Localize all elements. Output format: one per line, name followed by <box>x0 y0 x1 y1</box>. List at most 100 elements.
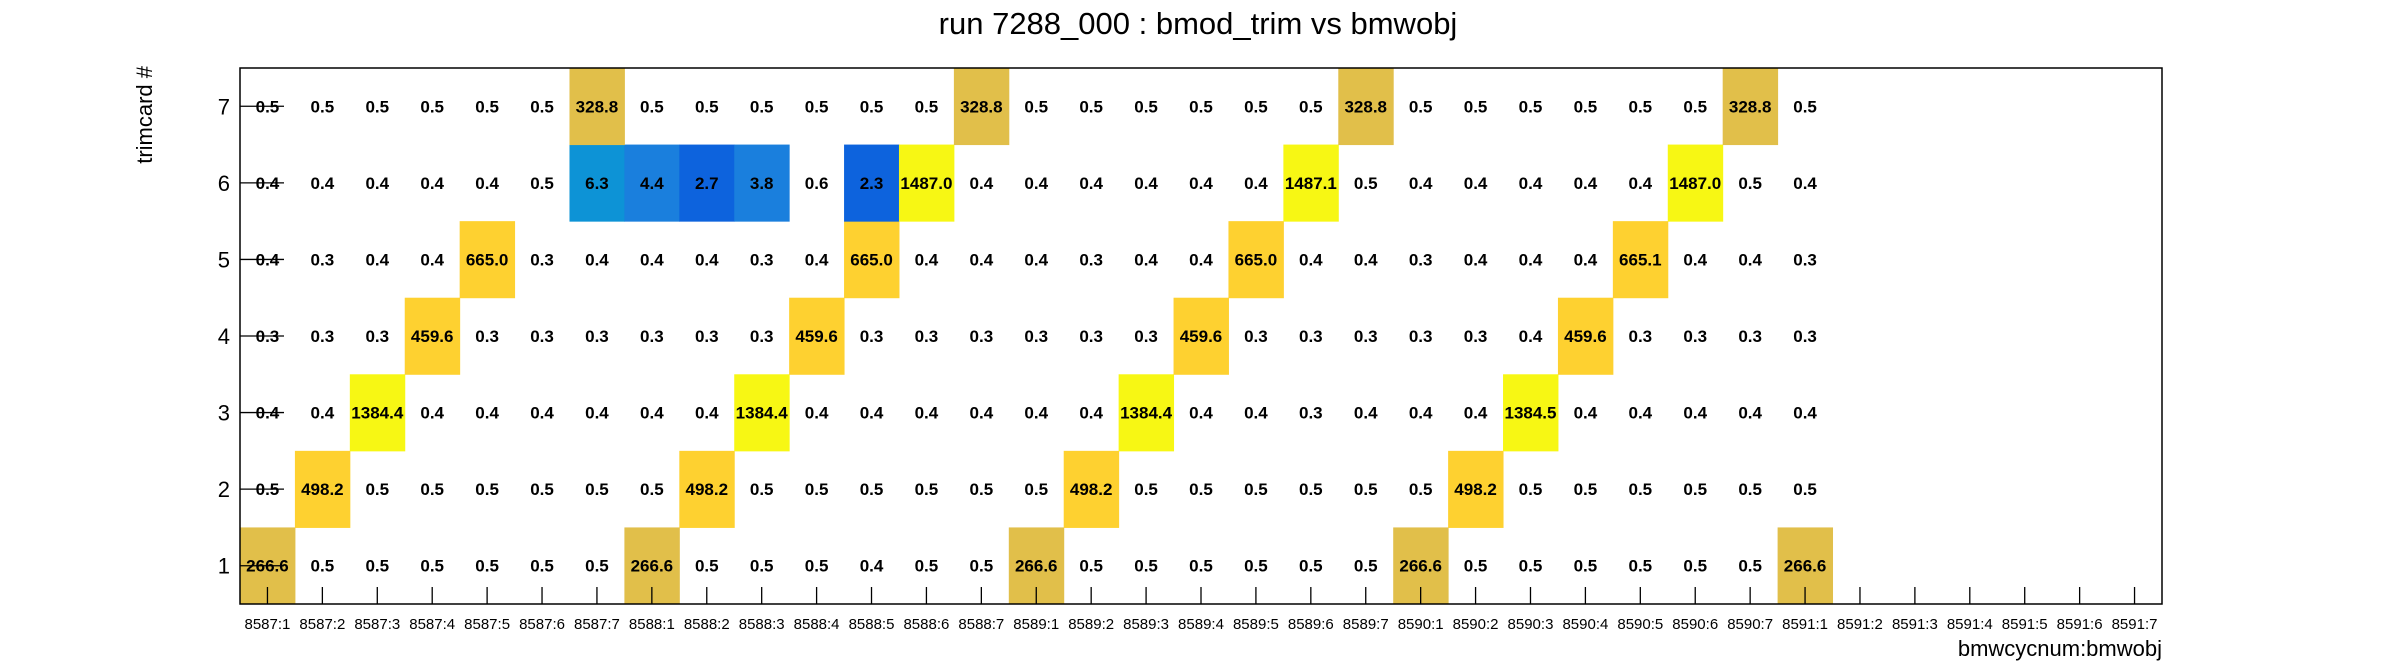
cell-label: 0.3 <box>915 327 939 346</box>
y-tick-label: 5 <box>218 247 230 272</box>
cell-label: 0.5 <box>1793 97 1817 116</box>
x-tick-label: 8587:6 <box>519 616 565 633</box>
heatmap-cell <box>679 450 735 528</box>
cell-label: 0.5 <box>860 480 884 499</box>
cell-label: 0.5 <box>475 480 499 499</box>
cell-label: 0.4 <box>1024 404 1048 423</box>
heatmap-cell <box>1612 221 1669 299</box>
heatmap-cell <box>1118 374 1175 452</box>
cell-label: 0.3 <box>1464 327 1488 346</box>
cell-label: 0.5 <box>1628 480 1652 499</box>
cell-label: 2.7 <box>695 174 719 193</box>
cell-label: 0.5 <box>1683 557 1707 576</box>
cell-label: 328.8 <box>960 97 1003 116</box>
heatmap-cell <box>294 450 351 528</box>
cell-label: 0.4 <box>1519 327 1543 346</box>
cell-label: 1487.0 <box>900 174 952 193</box>
cell-label: 0.4 <box>640 404 664 423</box>
cell-label: 0.3 <box>1244 327 1268 346</box>
cell-label: 0.3 <box>585 327 609 346</box>
x-tick-label: 8587:7 <box>574 616 620 633</box>
cell-label: 0.4 <box>365 174 389 193</box>
heatmap-cell <box>569 68 625 146</box>
cell-label: 3.8 <box>750 174 774 193</box>
cell-label: 498.2 <box>1070 480 1113 499</box>
cell-label: 0.5 <box>1134 557 1158 576</box>
cell-label: 0.5 <box>1354 557 1378 576</box>
cell-label: 0.6 <box>805 174 829 193</box>
cell-label: 0.5 <box>420 480 444 499</box>
cell-label: 0.5 <box>585 557 609 576</box>
x-tick-label: 8588:2 <box>684 616 730 633</box>
cell-label: 0.4 <box>1189 174 1213 193</box>
x-tick-label: 8587:5 <box>464 616 510 633</box>
cell-label: 6.3 <box>585 174 609 193</box>
cell-label: 0.4 <box>1574 174 1598 193</box>
heatmap-cell <box>1503 374 1559 452</box>
cell-label: 0.5 <box>475 97 499 116</box>
cell-label: 0.4 <box>1024 250 1048 269</box>
cell-label: 665.0 <box>850 250 893 269</box>
cell-label: 0.4 <box>1793 404 1817 423</box>
cell-label: 498.2 <box>1454 480 1497 499</box>
cell-label: 266.6 <box>1399 557 1442 576</box>
x-tick-label: 8587:3 <box>354 616 400 633</box>
cell-label: 0.5 <box>1738 480 1762 499</box>
heatmap-cell <box>1283 144 1339 222</box>
cell-label: 0.5 <box>750 557 774 576</box>
cell-label: 665.0 <box>466 250 509 269</box>
cell-label: 0.4 <box>1738 250 1762 269</box>
cell-label: 0.5 <box>1189 557 1213 576</box>
cell-label: 0.5 <box>1079 557 1103 576</box>
cell-label: 0.4 <box>915 404 939 423</box>
x-tick-label: 8590:5 <box>1617 616 1663 633</box>
cell-label: 0.4 <box>311 404 335 423</box>
cell-label: 498.2 <box>685 480 728 499</box>
x-axis-title: bmwcycnum:bmwobj <box>1958 636 2162 661</box>
cell-label: 0.3 <box>1793 327 1817 346</box>
cell-label: 0.4 <box>1464 250 1488 269</box>
cell-label: 0.5 <box>311 557 335 576</box>
heatmap-cell <box>734 374 790 452</box>
cell-label: 0.4 <box>475 174 499 193</box>
heatmap-cell <box>953 68 1010 146</box>
cell-label: 0.4 <box>695 404 719 423</box>
cell-label: 0.3 <box>1628 327 1652 346</box>
y-tick-label: 2 <box>218 477 230 502</box>
cell-label: 0.5 <box>1244 480 1268 499</box>
cell-label: 1384.5 <box>1504 404 1556 423</box>
cell-label: 0.5 <box>1189 97 1213 116</box>
cell-label: 0.4 <box>1134 174 1158 193</box>
cell-label: 0.5 <box>1464 557 1488 576</box>
heatmap-cell <box>898 144 955 222</box>
x-tick-label: 8591:2 <box>1837 616 1883 633</box>
cell-label: 0.3 <box>1079 250 1103 269</box>
cell-label: 0.4 <box>311 174 335 193</box>
cell-label: 0.3 <box>750 327 774 346</box>
cell-label: 0.3 <box>365 327 389 346</box>
cell-label: 0.5 <box>475 557 499 576</box>
cell-label: 266.6 <box>1784 557 1827 576</box>
cell-label: 0.4 <box>1628 174 1652 193</box>
cell-label: 0.4 <box>1738 404 1762 423</box>
cell-label: 0.4 <box>1628 404 1652 423</box>
cell-label: 0.4 <box>1189 250 1213 269</box>
cell-label: 0.4 <box>640 250 664 269</box>
cell-label: 0.4 <box>1409 174 1433 193</box>
cell-label: 0.5 <box>1299 97 1323 116</box>
heatmap-cell <box>1722 68 1779 146</box>
cell-label: 0.4 <box>1299 250 1323 269</box>
cell-label: 0.5 <box>530 557 554 576</box>
cell-label: 0.5 <box>1244 557 1268 576</box>
heatmap-cell <box>404 297 461 375</box>
cell-label: 0.4 <box>860 557 884 576</box>
heatmap-cell <box>459 221 516 299</box>
cell-label: 0.3 <box>530 250 554 269</box>
cell-label: 0.3 <box>1299 404 1323 423</box>
heatmap-cell <box>1228 221 1284 299</box>
cell-label: 0.5 <box>1079 97 1103 116</box>
cell-label: 0.3 <box>475 327 499 346</box>
cell-label: 0.5 <box>915 557 939 576</box>
cell-label: 0.3 <box>1134 327 1158 346</box>
heatmap-cell <box>1448 450 1504 528</box>
